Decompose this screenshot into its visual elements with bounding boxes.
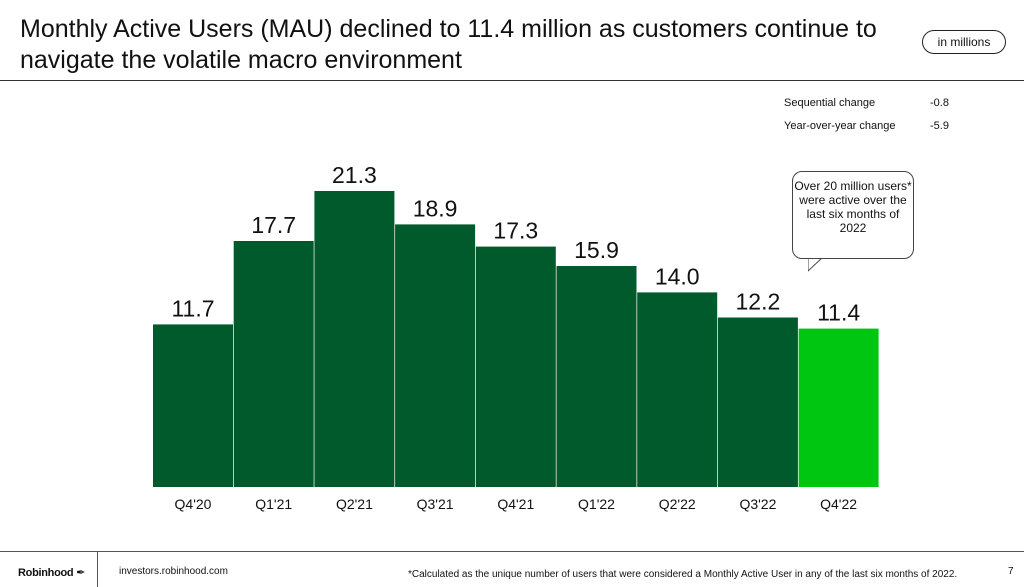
- stat-label: Year-over-year change: [784, 119, 896, 132]
- footer-divider-line: [0, 551, 1024, 552]
- bar-value-label: 11.4: [817, 300, 860, 326]
- change-stats: Sequential change -0.8 Year-over-year ch…: [784, 91, 970, 137]
- bar-Q3'21: [395, 224, 476, 487]
- stat-row-yoy: Year-over-year change -5.9: [784, 114, 970, 137]
- bar-Q2'22: [637, 292, 718, 487]
- x-tick-label: Q2'22: [659, 496, 696, 512]
- page-title: Monthly Active Users (MAU) declined to 1…: [20, 15, 877, 74]
- callout-bubble: Over 20 million users* were active over …: [792, 171, 914, 259]
- unit-badge: in millions: [922, 30, 1006, 54]
- feather-icon: ✒: [76, 567, 86, 579]
- bar-Q4'22: [798, 328, 879, 487]
- x-tick-label: Q3'22: [739, 496, 776, 512]
- bar-value-label: 15.9: [574, 237, 619, 263]
- brand-logo: Robinhood ✒: [18, 566, 85, 579]
- bar-value-label: 11.7: [171, 295, 214, 321]
- x-tick-label: Q1'21: [255, 496, 292, 512]
- bar-value-label: 17.3: [493, 218, 538, 244]
- bar-chart: 11.7 Q4'20 17.7 Q1'21 21.3 Q2'21 18.9 Q3'21 17.3…: [153, 162, 879, 512]
- bar-value-label: 17.7: [251, 212, 296, 238]
- bar-value-label: 21.3: [332, 162, 377, 188]
- bar-Q1'22: [556, 266, 637, 487]
- bar-Q1'21: [233, 241, 314, 487]
- x-tick-label: Q3'21: [417, 496, 454, 512]
- bar-Q4'21: [475, 246, 556, 487]
- footnote: *Calculated as the unique number of user…: [408, 569, 958, 580]
- x-tick-label: Q4'21: [497, 496, 534, 512]
- callout-tail: [808, 257, 823, 272]
- bar-value-label: 14.0: [655, 263, 700, 289]
- bar-Q4'20: [153, 324, 233, 487]
- footer-vertical-divider: [97, 551, 98, 587]
- bar-Q2'21: [314, 191, 395, 487]
- x-tick-label: Q4'20: [175, 496, 212, 512]
- investor-site-link[interactable]: investors.robinhood.com: [119, 566, 228, 577]
- x-tick-label: Q1'22: [578, 496, 615, 512]
- stat-row-sequential: Sequential change -0.8: [784, 91, 970, 114]
- stat-value: -0.8: [930, 96, 949, 109]
- header-divider: [0, 80, 1024, 81]
- bar-Q3'22: [717, 317, 798, 487]
- bar-value-label: 18.9: [413, 195, 458, 221]
- x-tick-label: Q4'22: [820, 496, 857, 512]
- x-tick-label: Q2'21: [336, 496, 373, 512]
- page-number: 7: [1008, 566, 1014, 577]
- brand-name: Robinhood: [18, 567, 74, 579]
- stat-value: -5.9: [930, 119, 949, 132]
- stat-label: Sequential change: [784, 96, 876, 109]
- bar-value-label: 12.2: [736, 289, 781, 315]
